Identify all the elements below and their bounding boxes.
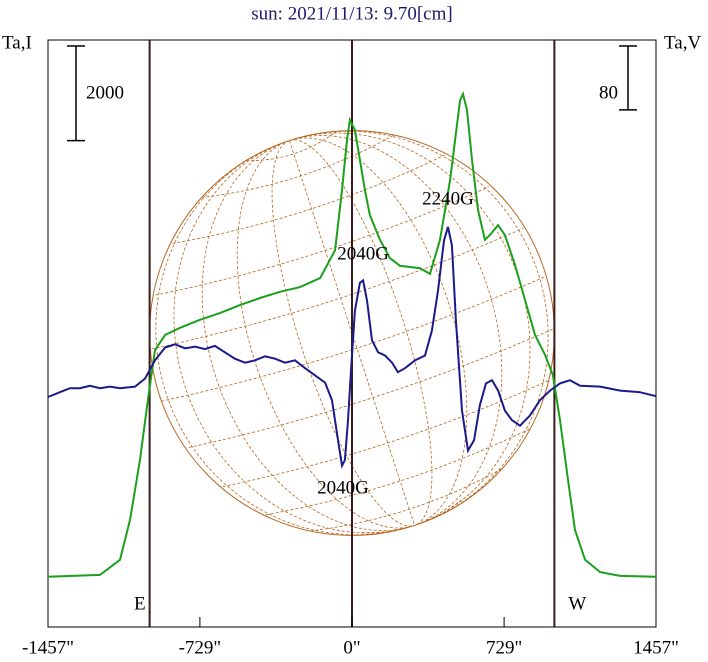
parallel — [217, 378, 552, 488]
annotation: 2240G — [422, 188, 474, 209]
annotation: 2040G — [317, 477, 369, 498]
series-line — [47, 91, 657, 578]
parallel — [161, 275, 547, 402]
x-tick-label: -729" — [179, 637, 222, 658]
x-tick-label: 729" — [486, 637, 522, 658]
series-line — [47, 226, 657, 469]
meridian — [289, 130, 549, 526]
parallel — [361, 499, 462, 533]
limb-label: E — [134, 593, 146, 614]
x-tick-label: -1457" — [22, 637, 74, 658]
parallel — [183, 327, 557, 449]
scale-label: 80 — [599, 82, 618, 103]
chart-title: sun: 2021/11/13: 9.70[cm] — [251, 3, 452, 24]
meridian — [289, 137, 468, 526]
meridian — [201, 140, 415, 531]
heliographic-grid — [151, 127, 557, 536]
parallel — [201, 134, 395, 198]
meridian — [155, 140, 415, 536]
parallel — [151, 227, 524, 350]
x-tick-label: 1457" — [633, 637, 679, 658]
meridian — [289, 135, 503, 526]
parallel — [309, 468, 503, 532]
x-tick-label: 0" — [343, 637, 360, 658]
parallel — [240, 127, 341, 162]
meridian — [173, 140, 415, 534]
meridian — [289, 139, 433, 526]
parallel — [260, 426, 534, 517]
meridian — [271, 140, 415, 527]
limb-label: W — [568, 593, 586, 614]
parallel — [172, 154, 445, 244]
parallel — [155, 186, 489, 296]
y2-axis-label: Ta,V — [664, 32, 701, 53]
y-axis-label: Ta,I — [2, 32, 32, 53]
meridian — [236, 140, 415, 529]
annotation: 2040G — [337, 243, 389, 264]
scale-label: 2000 — [86, 82, 124, 103]
